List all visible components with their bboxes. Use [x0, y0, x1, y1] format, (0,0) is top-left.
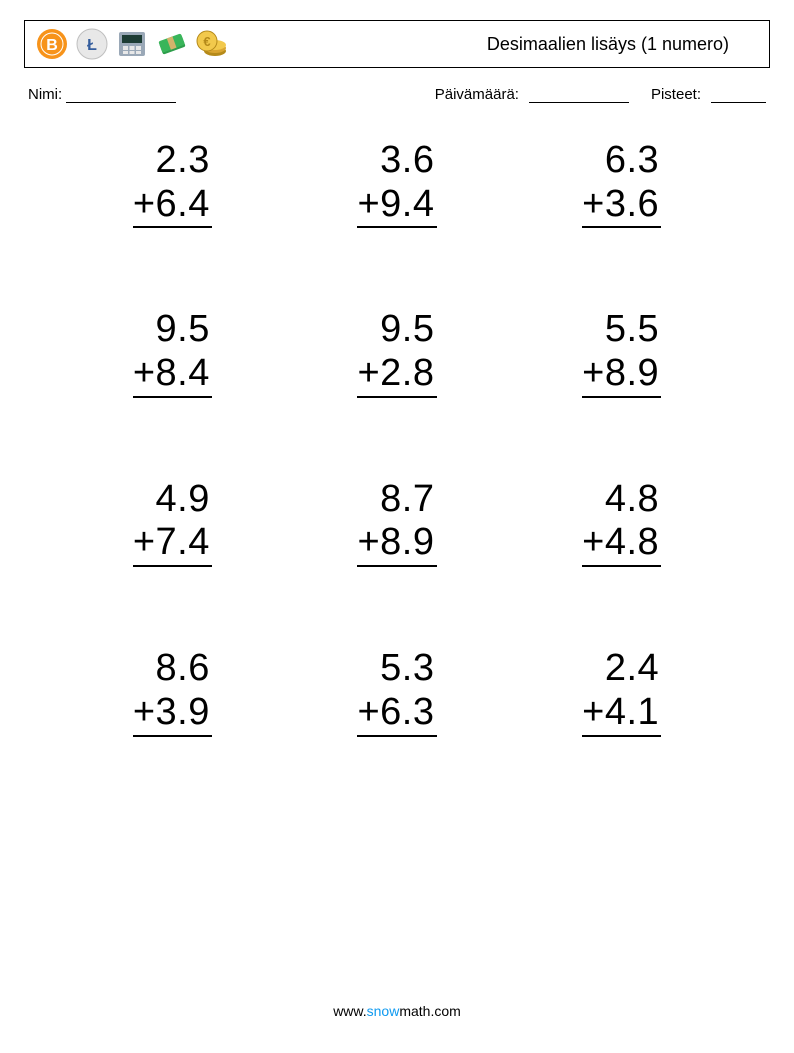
addend-bottom: +2.8	[357, 352, 436, 398]
addend-bottom: +3.9	[133, 691, 212, 737]
bitcoin-icon: B	[35, 27, 69, 61]
worksheet-title: Desimaalien lisäys (1 numero)	[487, 34, 759, 55]
addend-bottom: +9.4	[357, 183, 436, 229]
meta-name: Nimi:	[28, 86, 176, 103]
problem: 5.3+6.3	[295, 647, 500, 736]
addend-top: 8.7	[357, 478, 436, 522]
cash-icon	[155, 27, 189, 61]
addend-top: 5.3	[357, 647, 436, 691]
header-icon-row: B Ł	[35, 27, 229, 61]
addend-bottom: +3.6	[582, 183, 661, 229]
addend-top: 4.9	[133, 478, 212, 522]
addend-top: 2.4	[582, 647, 661, 691]
addend-top: 9.5	[133, 308, 212, 352]
problem: 8.6+3.9	[70, 647, 275, 736]
score-label: Pisteet:	[651, 86, 701, 103]
svg-text:Ł: Ł	[87, 37, 97, 54]
problem: 8.7+8.9	[295, 478, 500, 567]
footer-suffix: math.com	[399, 1003, 460, 1019]
score-blank[interactable]	[711, 87, 766, 103]
name-blank[interactable]	[66, 87, 176, 103]
date-blank[interactable]	[529, 87, 629, 103]
date-label: Päivämäärä:	[435, 86, 519, 103]
header-box: B Ł	[24, 20, 770, 68]
addend-top: 4.8	[582, 478, 661, 522]
addend-top: 5.5	[582, 308, 661, 352]
addend-bottom: +4.8	[582, 521, 661, 567]
addend-bottom: +4.1	[582, 691, 661, 737]
addend-top: 9.5	[357, 308, 436, 352]
problem: 6.3+3.6	[519, 139, 724, 228]
addend-top: 2.3	[133, 139, 212, 183]
addend-bottom: +8.9	[582, 352, 661, 398]
addend-top: 6.3	[582, 139, 661, 183]
addend-top: 3.6	[357, 139, 436, 183]
addend-bottom: +6.4	[133, 183, 212, 229]
svg-text:€: €	[203, 34, 210, 49]
footer-prefix: www.	[333, 1003, 366, 1019]
footer-brand: snow	[367, 1003, 400, 1019]
problem: 2.4+4.1	[519, 647, 724, 736]
addend-bottom: +8.4	[133, 352, 212, 398]
addend-top: 8.6	[133, 647, 212, 691]
svg-text:B: B	[46, 37, 58, 54]
problem: 3.6+9.4	[295, 139, 500, 228]
problem: 5.5+8.9	[519, 308, 724, 397]
worksheet-page: B Ł	[0, 0, 794, 1053]
addend-bottom: +7.4	[133, 521, 212, 567]
meta-row: Nimi: Päivämäärä: Pisteet:	[24, 86, 770, 103]
problems-grid: 2.3+6.4 3.6+9.4 6.3+3.6 9.5+8.4 9.5+2.8 …	[24, 139, 770, 737]
litecoin-icon: Ł	[75, 27, 109, 61]
name-label: Nimi:	[28, 86, 62, 103]
euro-coin-icon: €	[195, 27, 229, 61]
problem: 4.9+7.4	[70, 478, 275, 567]
addend-bottom: +8.9	[357, 521, 436, 567]
addend-bottom: +6.3	[357, 691, 436, 737]
footer: www.snowmath.com	[0, 1003, 794, 1019]
problem: 2.3+6.4	[70, 139, 275, 228]
problem: 9.5+8.4	[70, 308, 275, 397]
problem: 9.5+2.8	[295, 308, 500, 397]
atm-icon	[115, 27, 149, 61]
problem: 4.8+4.8	[519, 478, 724, 567]
meta-right: Päivämäärä: Pisteet:	[435, 86, 766, 103]
